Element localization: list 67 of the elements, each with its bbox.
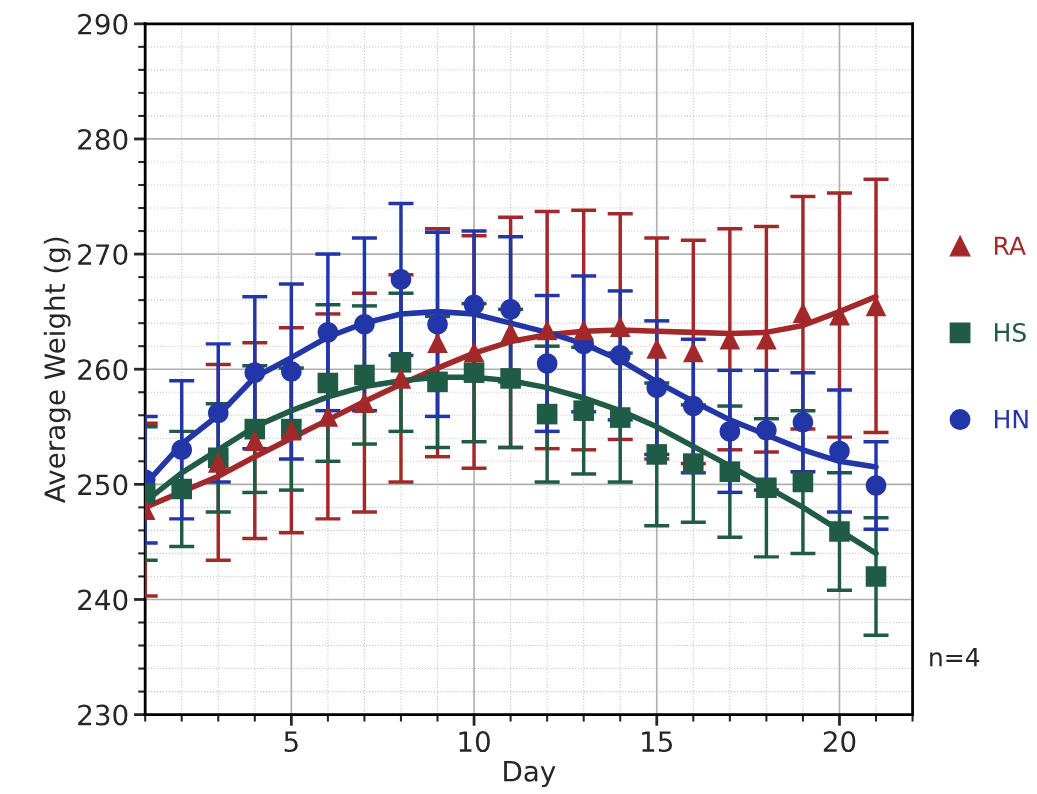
legend-label: RA	[995, 236, 1026, 255]
point	[573, 319, 594, 341]
point	[317, 372, 339, 394]
point	[536, 319, 558, 341]
legend-label: HN	[995, 410, 1028, 429]
y-tick-label: 230	[78, 704, 128, 726]
x-axis-title: Day	[504, 761, 556, 788]
point	[207, 402, 229, 424]
y-tick-label: 250	[78, 474, 128, 496]
point	[865, 566, 887, 587]
point	[646, 444, 668, 465]
point	[463, 294, 485, 316]
point	[609, 407, 631, 428]
point	[500, 368, 521, 389]
x-tick-label: 15	[642, 731, 673, 753]
point	[171, 439, 193, 461]
point	[463, 362, 485, 383]
y-tick-label: 280	[78, 128, 128, 150]
point	[646, 338, 668, 359]
point	[536, 403, 558, 425]
point	[390, 269, 412, 290]
point	[609, 316, 631, 337]
point	[683, 341, 704, 363]
point	[354, 392, 375, 413]
point	[829, 440, 850, 462]
point	[573, 400, 594, 421]
y-tick-label: 270	[78, 244, 128, 266]
y-tick-label: 240	[78, 589, 128, 611]
y-tick-label: 260	[78, 359, 128, 381]
point	[500, 322, 521, 343]
point	[719, 421, 741, 442]
text: n=4	[930, 648, 980, 667]
point	[792, 411, 814, 433]
point	[683, 453, 704, 474]
point	[317, 322, 339, 343]
legend-label: HS	[995, 323, 1026, 342]
point	[865, 475, 887, 496]
point	[207, 452, 229, 473]
point	[719, 461, 741, 482]
point	[500, 299, 521, 320]
point	[463, 341, 485, 363]
point	[792, 302, 814, 324]
point	[390, 352, 412, 373]
point	[427, 332, 448, 354]
x-tick-label: 20	[823, 731, 856, 753]
point	[171, 478, 193, 500]
point	[609, 345, 631, 366]
point	[536, 353, 558, 374]
x-tick-label: 10	[459, 731, 490, 753]
point	[390, 368, 412, 389]
point	[354, 364, 375, 386]
point	[427, 371, 448, 393]
x-tick-label: 5	[284, 731, 298, 753]
point	[354, 314, 375, 335]
point	[829, 521, 850, 542]
point	[244, 362, 266, 383]
point	[792, 471, 814, 493]
point	[317, 406, 339, 427]
point	[683, 395, 704, 417]
y-tick-label: 290	[78, 13, 128, 35]
point	[281, 361, 302, 382]
point	[756, 477, 777, 499]
point	[427, 314, 448, 335]
point	[646, 377, 668, 398]
point	[244, 430, 266, 451]
y-axis-title: Average Weight (g)	[43, 237, 71, 503]
point	[756, 419, 777, 441]
